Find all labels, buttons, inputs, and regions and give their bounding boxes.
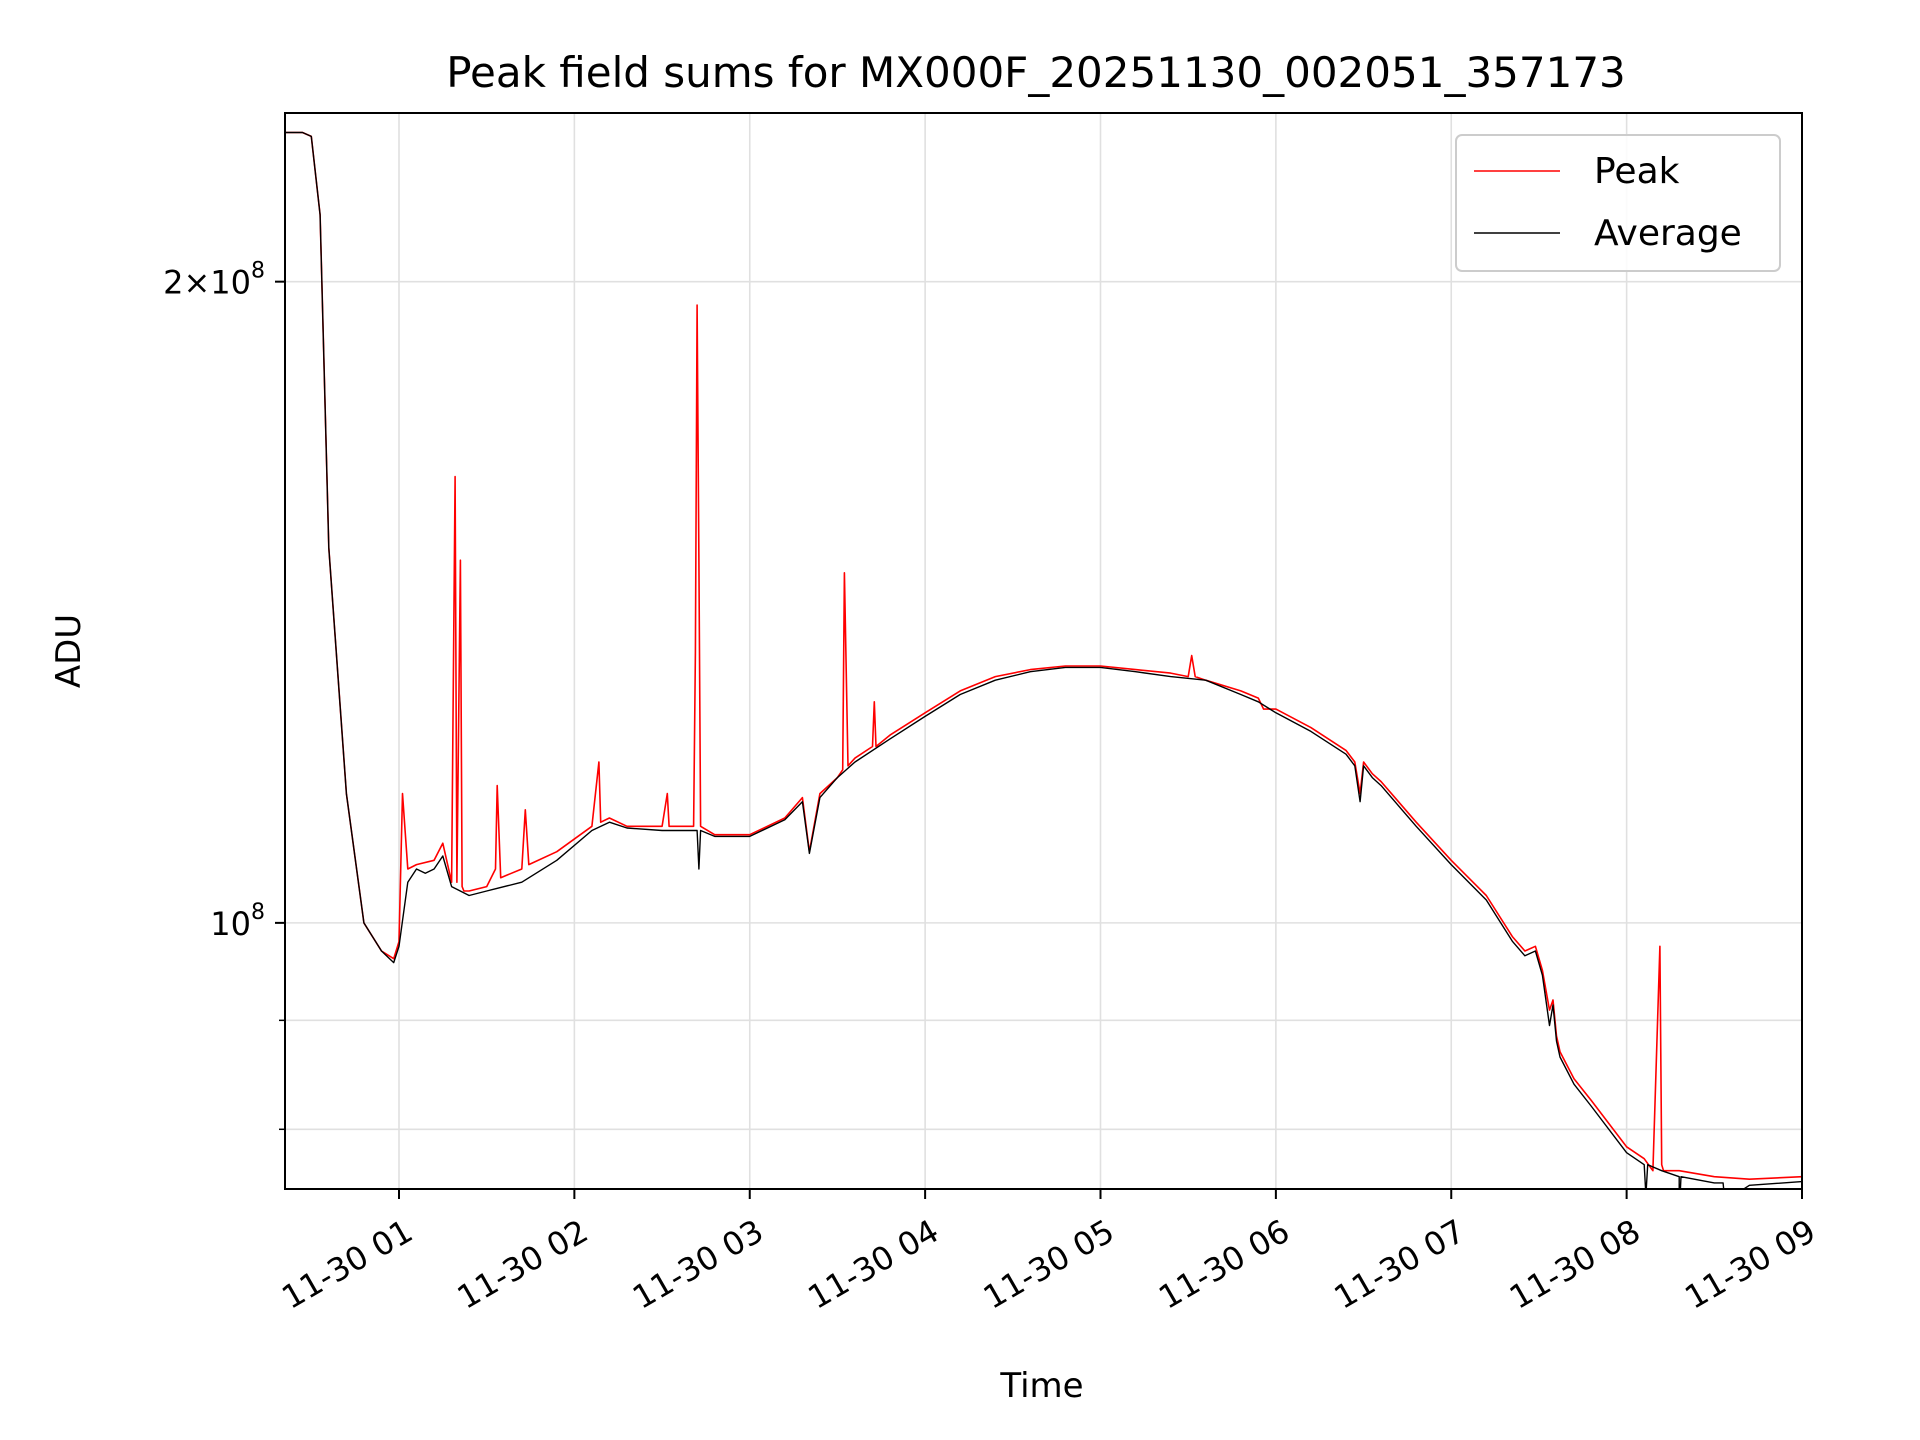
chart-title: Peak field sums for MX000F_20251130_0020…	[446, 48, 1626, 97]
x-tick-label: 11-30 06	[1152, 1212, 1296, 1317]
x-tick-label: 11-30 05	[977, 1212, 1121, 1317]
y-tick-label: 2×108	[163, 259, 265, 302]
x-axis: 11-30 01 11-30 02 11-30 03 11-30 04 11-30 05…	[275, 1189, 1822, 1317]
x-tick-label: 11-30 04	[802, 1212, 946, 1317]
plot-frame	[284, 112, 1803, 1190]
x-tick-label: 11-30 09	[1678, 1212, 1822, 1317]
series-line-peak	[285, 131, 1802, 1180]
series-line-average	[285, 131, 1802, 1189]
y-axis: 108 2×108	[163, 259, 285, 1131]
y-tick-label: 108	[210, 900, 265, 943]
legend-label-peak: Peak	[1594, 151, 1680, 192]
legend-label-average: Average	[1594, 213, 1742, 254]
x-axis-label: Time	[999, 1366, 1083, 1406]
grid-lines	[285, 113, 1803, 1189]
legend-box	[1455, 134, 1781, 272]
x-tick-label: 11-30 03	[626, 1212, 770, 1317]
x-tick-label: 11-30 02	[451, 1212, 595, 1317]
x-tick-label: 11-30 07	[1328, 1212, 1472, 1317]
x-tick-label: 11-30 01	[275, 1212, 419, 1317]
series-layer	[285, 131, 1802, 1189]
legend: Peak Average	[1455, 134, 1781, 272]
x-tick-label: 11-30 08	[1503, 1212, 1647, 1317]
y-axis-label: ADU	[49, 614, 89, 688]
